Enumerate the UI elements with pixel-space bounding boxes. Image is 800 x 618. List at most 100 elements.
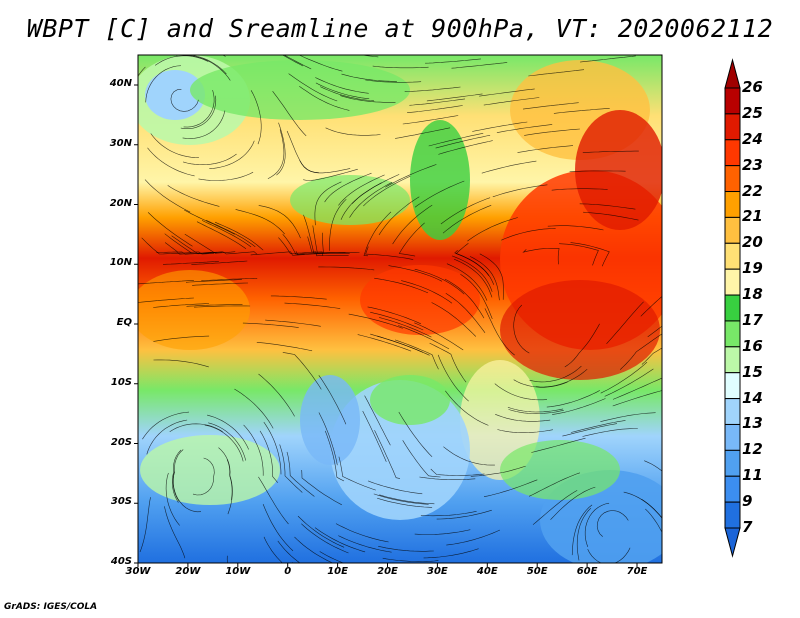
streamline: [185, 279, 242, 283]
streamline: [338, 456, 376, 491]
streamline: [250, 90, 262, 145]
streamline: [535, 368, 588, 388]
streamline: [553, 108, 610, 114]
streamline: [184, 233, 236, 254]
streamline: [250, 251, 305, 256]
streamline: [314, 527, 366, 553]
streamline: [298, 55, 343, 72]
streamline: [551, 188, 608, 191]
streamline: [357, 334, 412, 352]
streamline: [263, 421, 282, 475]
colorbar-box: [724, 398, 741, 425]
streamline: [286, 130, 319, 173]
streamline: [258, 205, 301, 239]
streamline: [198, 171, 254, 181]
streamline: [307, 236, 349, 257]
colorbar-box: [724, 113, 741, 141]
streamline: [524, 128, 580, 136]
streamline: [147, 147, 195, 177]
streamline: [141, 237, 192, 255]
colorbar-box: [724, 139, 741, 167]
streamline: [580, 55, 636, 63]
streamline: [451, 62, 508, 69]
streamline: [374, 430, 401, 479]
streamline: [363, 175, 411, 207]
streamline: [378, 546, 434, 552]
y-tick-label: 40N: [109, 78, 132, 89]
streamline: [201, 278, 258, 281]
streamline: [420, 511, 477, 517]
streamline: [303, 214, 330, 254]
streamline: [517, 145, 574, 153]
streamline: [373, 493, 429, 505]
streamline: [256, 342, 313, 352]
colorbar-label: 16: [742, 336, 763, 355]
y-tick-label: 20S: [110, 436, 132, 448]
colorbar-box: [724, 501, 741, 529]
streamline: [315, 82, 370, 100]
streamline: [286, 451, 315, 497]
x-tick-label: 10E: [327, 566, 348, 577]
streamline: [324, 430, 345, 482]
streamline: [414, 268, 465, 295]
streamline: [324, 172, 372, 203]
streamline: [201, 220, 252, 248]
streamline: [571, 504, 593, 556]
streamline: [453, 258, 493, 298]
streamline: [214, 221, 264, 251]
streamline: [440, 197, 491, 225]
streamline: [429, 342, 467, 383]
streamline: [204, 424, 244, 462]
colorbar-box: [724, 346, 741, 374]
streamline: [392, 204, 433, 245]
x-tick-label: 60E: [576, 566, 598, 577]
streamline: [340, 95, 396, 103]
streamline: [407, 105, 463, 113]
streamline: [340, 182, 382, 220]
streamline: [370, 333, 424, 353]
streamline: [529, 365, 582, 383]
streamline: [379, 317, 432, 338]
streamline: [279, 444, 303, 493]
streamline: [576, 507, 592, 561]
streamline: [546, 390, 600, 408]
streamline: [377, 497, 433, 508]
streamline: [297, 515, 345, 548]
colorbar-box: [724, 449, 741, 477]
streamline: [550, 486, 596, 520]
x-tick-label: 40E: [476, 566, 498, 577]
colorbar-label: 12: [742, 440, 763, 459]
streamline: [582, 150, 639, 153]
streamline: [278, 237, 323, 256]
streamline: [619, 333, 662, 370]
streamline: [196, 221, 247, 250]
colorbar-label: 26: [742, 78, 763, 96]
streamline: [467, 217, 518, 242]
streamline: [164, 233, 215, 255]
streamline: [600, 361, 648, 394]
streamline: [365, 246, 414, 260]
streamline: [419, 476, 476, 480]
streamline: [425, 58, 481, 64]
streamline: [265, 319, 321, 327]
streamline: [218, 447, 233, 500]
streamline: [423, 548, 479, 559]
streamline: [192, 282, 249, 286]
colorbar-label: 9: [742, 492, 753, 511]
streamline: [162, 261, 219, 265]
x-tick-label: 30W: [125, 566, 151, 577]
streamline: [409, 98, 466, 106]
streamline: [208, 422, 247, 461]
colorbar-label: 25: [742, 103, 763, 122]
streamline: [402, 115, 459, 125]
streamline: [532, 490, 578, 525]
streamline: [295, 251, 350, 256]
streamline: [470, 465, 526, 477]
colorbar-label: 11: [742, 466, 763, 485]
streamline: [191, 260, 248, 265]
streamline: [226, 459, 233, 515]
streamlines: [138, 55, 662, 563]
streamline: [570, 420, 626, 433]
streamline: [315, 77, 369, 94]
colorbar-box: [724, 423, 741, 451]
